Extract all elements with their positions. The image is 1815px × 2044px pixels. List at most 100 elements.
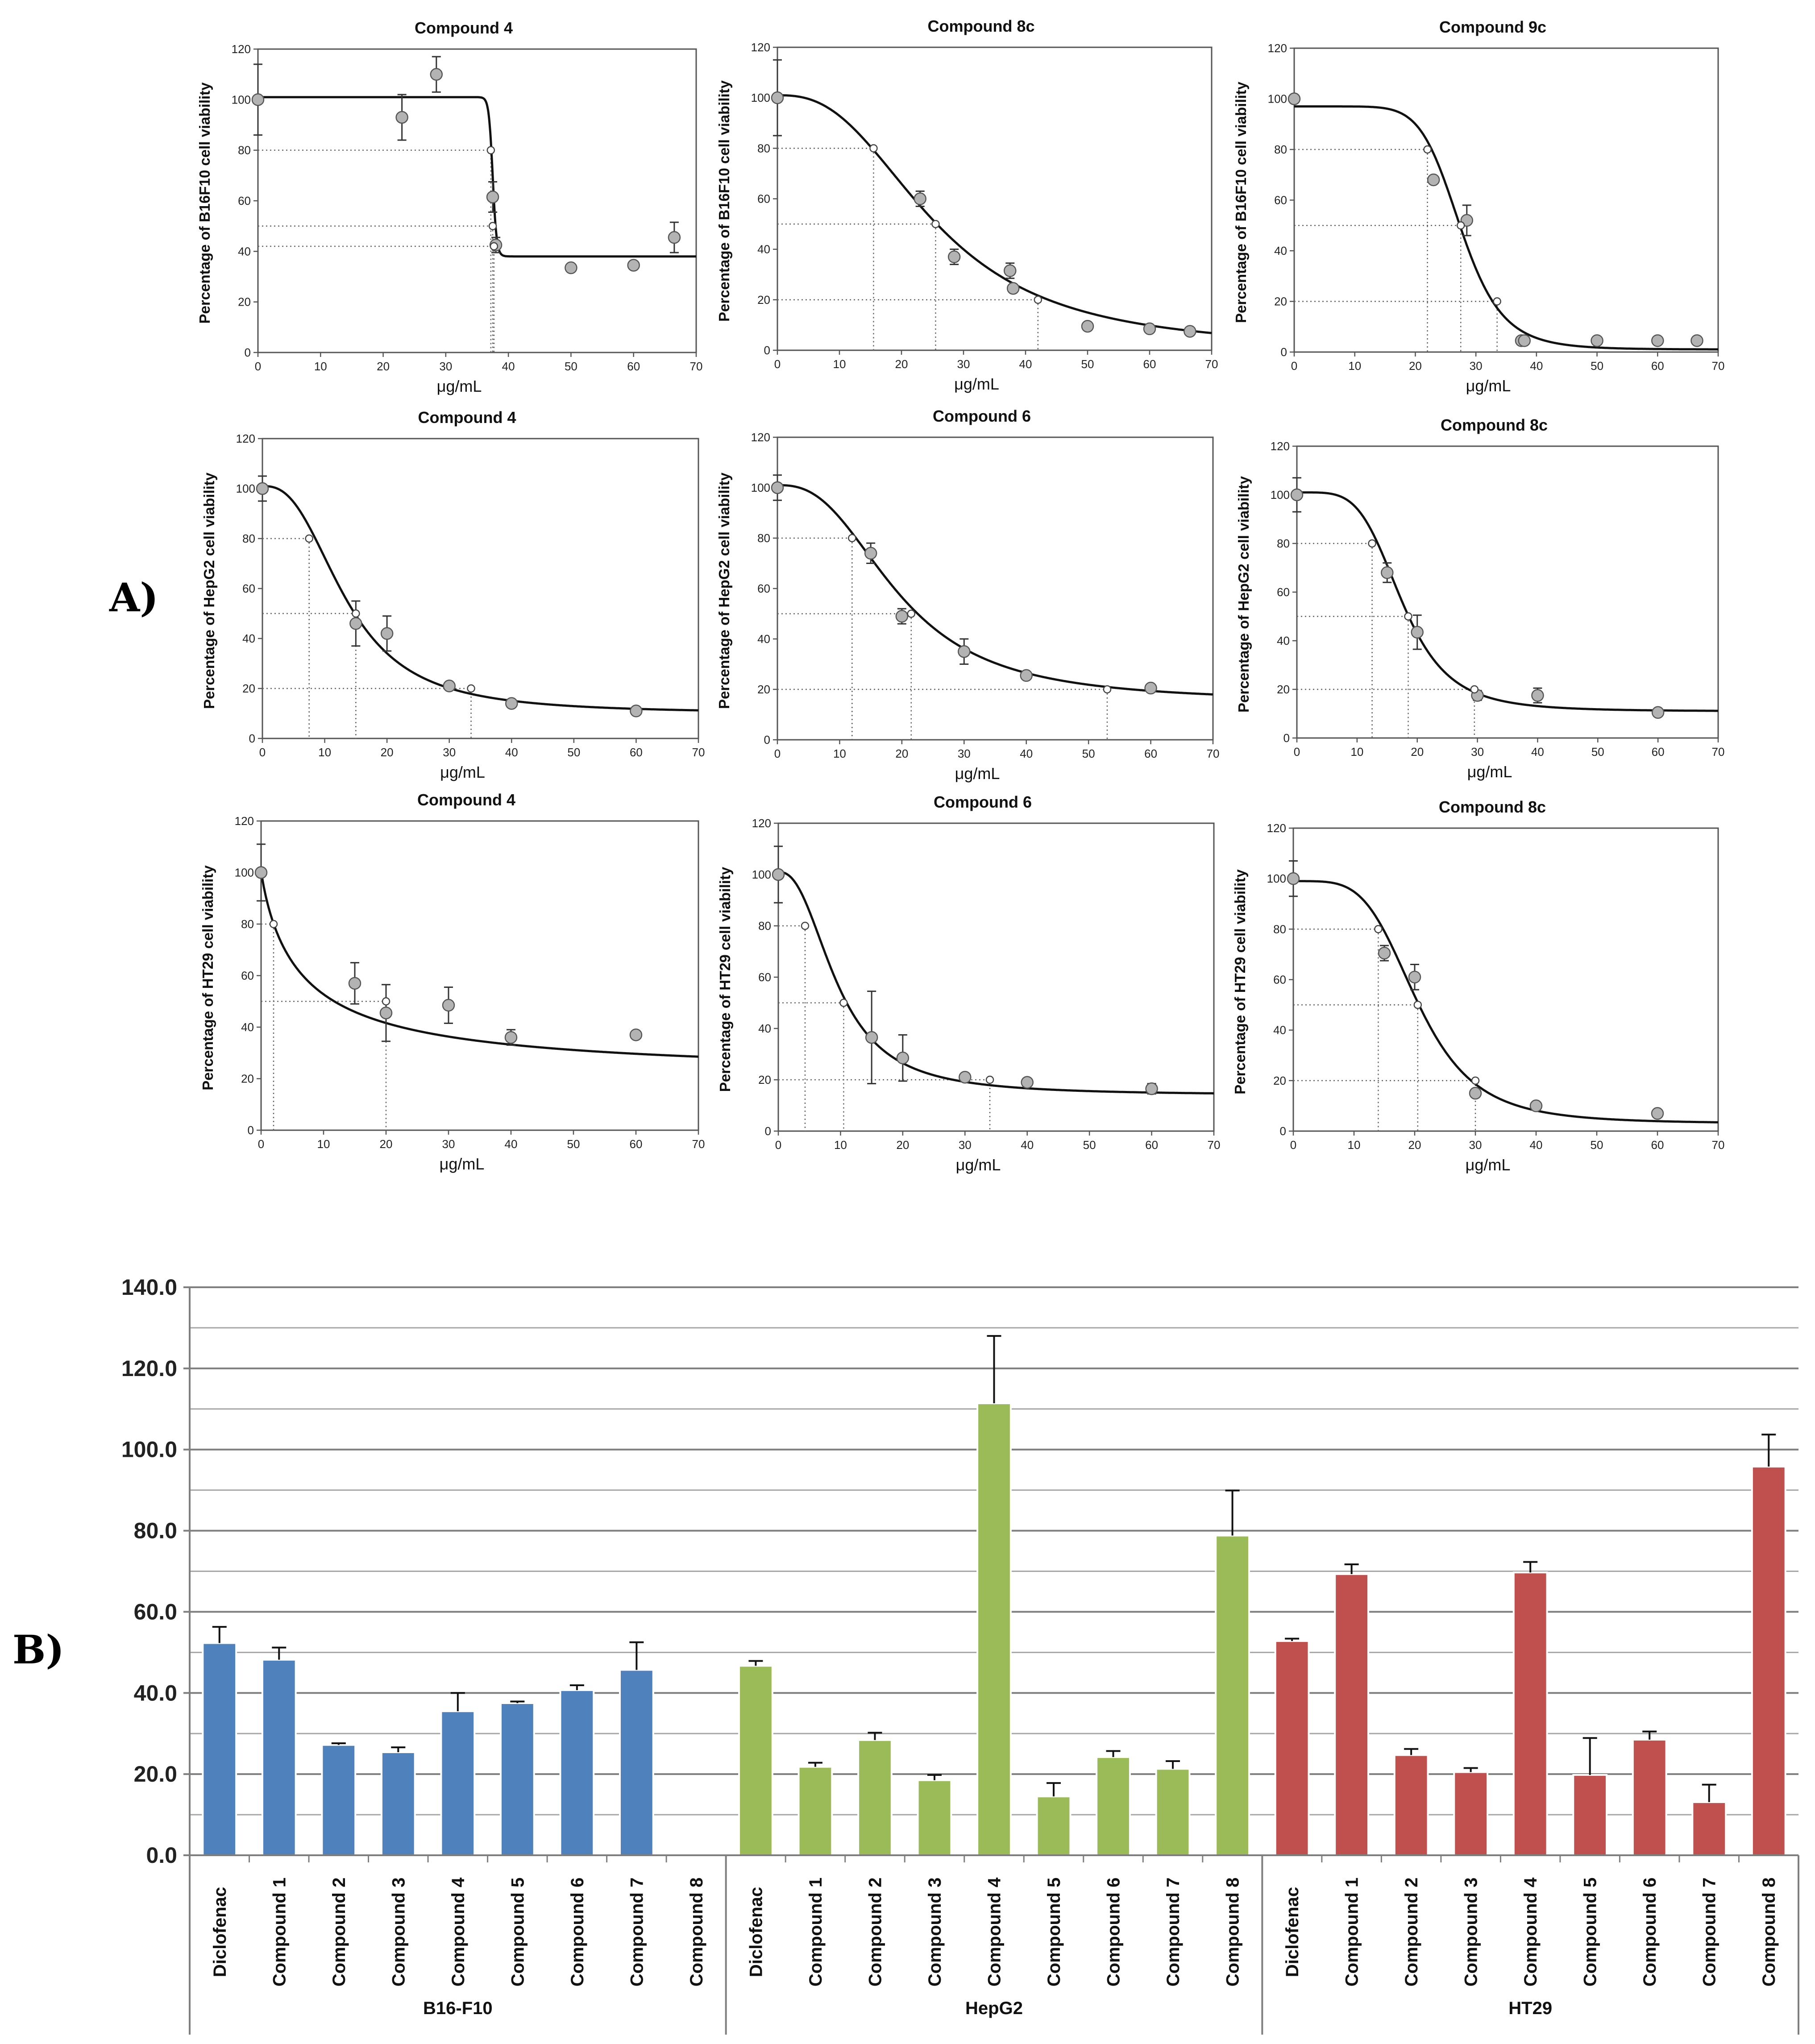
data-marker <box>914 192 926 205</box>
chart-title: Compound 8c <box>1439 798 1546 816</box>
bar <box>917 1779 952 1857</box>
bar <box>857 1739 893 1857</box>
bar <box>202 1642 237 1857</box>
data-point <box>1408 964 1421 991</box>
bar <box>440 1710 476 1857</box>
y-tick-label: 60.0 <box>134 1599 177 1624</box>
x-tick-label: 10 <box>314 360 327 373</box>
x-tick-label: 0 <box>774 357 781 371</box>
fit-curve <box>1294 105 1718 351</box>
y-axis-label: Percentage of HepG2 cell viability <box>1235 476 1252 713</box>
interpolation-marker <box>1423 145 1432 154</box>
data-point <box>1006 282 1020 295</box>
plot-frame <box>257 48 697 353</box>
x-tick-label: 60 <box>1144 747 1157 760</box>
y-tick-label: 60 <box>757 582 770 595</box>
data-point <box>947 249 961 265</box>
data-point <box>1004 262 1017 279</box>
data-marker <box>1184 325 1196 338</box>
x-tick-label: 40 <box>1530 1138 1543 1152</box>
data-point <box>1288 92 1301 105</box>
data-marker <box>380 627 394 640</box>
data-point <box>1591 334 1603 347</box>
y-tick-label: 120 <box>752 817 771 830</box>
interpolation-marker <box>907 609 916 618</box>
data-point <box>772 846 785 904</box>
y-tick-label: 120 <box>235 814 254 828</box>
bar <box>1453 1771 1489 1856</box>
data-point <box>442 986 455 1024</box>
data-point <box>771 474 784 501</box>
category-label: Compound 1 <box>270 1878 289 1986</box>
y-tick-label: 60 <box>241 969 254 983</box>
x-tick-label: 70 <box>1205 357 1218 371</box>
interpolation-marker <box>352 609 360 618</box>
data-marker <box>1143 322 1156 336</box>
interpolation-marker <box>1103 685 1112 694</box>
y-tick-label: 40 <box>758 1022 771 1035</box>
y-axis-label: Percentage of HT29 cell viability <box>199 865 216 1090</box>
bar <box>738 1665 773 1856</box>
category-label: Compound 6 <box>1104 1878 1124 1986</box>
interpolation-marker <box>801 921 810 930</box>
y-tick-label: 100 <box>751 91 770 104</box>
bar <box>1274 1640 1310 1857</box>
x-tick-label: 10 <box>1348 1138 1361 1152</box>
y-tick-label: 0 <box>765 1124 771 1138</box>
data-marker <box>504 1031 518 1044</box>
data-point <box>958 638 971 665</box>
category-label: Compound 3 <box>389 1878 408 1986</box>
x-axis-label: μg/mL <box>1466 1156 1511 1174</box>
interpolation-marker <box>1034 295 1042 304</box>
category-label: Compound 4 <box>449 1877 468 1986</box>
x-tick-label: 50 <box>567 746 580 759</box>
bar-ht29-compound-1 <box>1334 1563 1369 1856</box>
x-tick-label: 30 <box>442 1137 455 1151</box>
bar-b16-f10-compound-1 <box>261 1646 297 1857</box>
data-point <box>254 843 268 902</box>
x-tick-label: 50 <box>1591 359 1603 373</box>
bar-ht29-compound-2 <box>1393 1748 1429 1857</box>
x-tick-label: 10 <box>1348 359 1361 373</box>
dose-response-chart-4: 0 20 40 60 80 100 120 0 10 20 30 40 50 60 70 Compound 4… <box>201 408 705 781</box>
x-tick-label: 20 <box>895 357 908 371</box>
category-label: Diclofenac <box>746 1887 766 1977</box>
data-marker <box>505 697 518 710</box>
data-point <box>864 542 877 564</box>
bar <box>797 1766 833 1856</box>
data-marker <box>630 705 643 717</box>
data-point <box>914 191 926 207</box>
y-tick-label: 20 <box>241 1072 254 1086</box>
bar-b16-f10-compound-6 <box>559 1684 595 1856</box>
dose-response-chart-3: 0 20 40 60 80 100 120 0 10 20 30 40 50 60 70 Compound 9… <box>1233 18 1724 395</box>
interpolation-marker <box>839 999 848 1007</box>
y-tick-label: 100 <box>752 868 771 881</box>
data-point <box>771 59 784 137</box>
x-tick-label: 50 <box>567 1137 580 1151</box>
x-tick-label: 60 <box>630 1137 643 1151</box>
x-tick-label: 70 <box>1712 1138 1725 1152</box>
x-tick-label: 30 <box>439 360 452 373</box>
bar-ht29-diclofenac <box>1274 1638 1310 1857</box>
x-tick-label: 70 <box>692 1137 705 1151</box>
data-point <box>629 1028 643 1041</box>
interpolation-marker <box>1471 1076 1480 1085</box>
data-point <box>1381 562 1394 583</box>
bar <box>619 1669 654 1857</box>
y-tick-label: 100 <box>1267 872 1286 885</box>
x-tick-label: 20 <box>380 1137 393 1151</box>
x-tick-label: 50 <box>1082 747 1095 760</box>
y-tick-label: 40 <box>757 632 770 646</box>
x-tick-label: 70 <box>1712 745 1725 759</box>
x-tick-label: 30 <box>1469 1138 1482 1152</box>
data-marker <box>1081 319 1094 333</box>
y-axis-label: Percentage of HT29 cell viability <box>1232 869 1248 1095</box>
data-marker <box>254 866 268 879</box>
category-label: Compound 1 <box>806 1878 826 1986</box>
category-label: Compound 7 <box>1700 1878 1719 1986</box>
plot-frame <box>262 438 699 739</box>
dose-response-chart-2: 0 20 40 60 80 100 120 0 10 20 30 40 50 60 70 Compound 8… <box>716 17 1218 393</box>
data-marker <box>1287 872 1300 885</box>
data-point <box>1145 1082 1158 1095</box>
